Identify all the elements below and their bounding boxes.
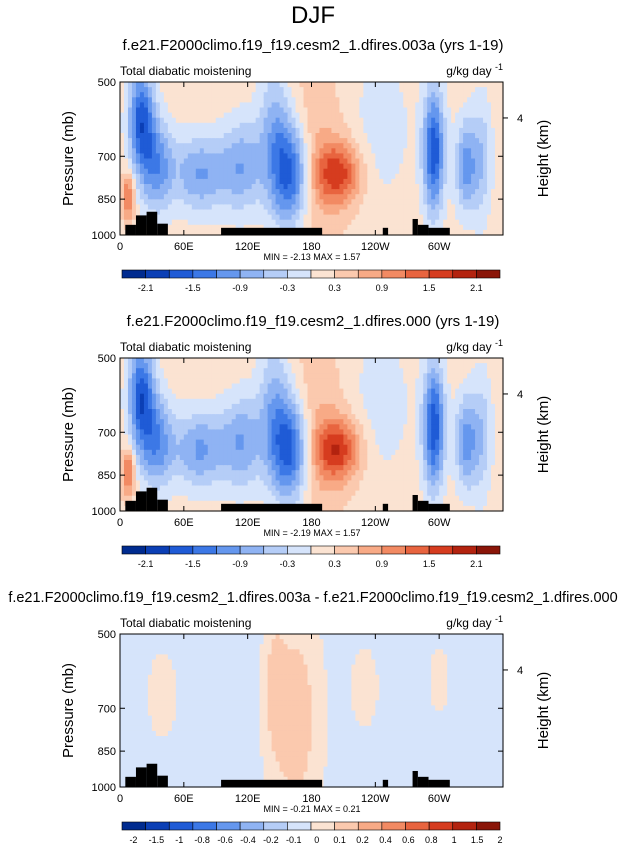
colorbar-label: 0.9 (376, 283, 389, 293)
colorbar-label: -1.5 (185, 559, 201, 569)
colorbar-label: 0.8 (425, 835, 438, 845)
units-label: g/kg day -1 (446, 614, 503, 630)
variable-label: Total diabatic moistening (120, 340, 251, 354)
colorbar: -2.1 -1.5 -0.9 -0.3 0.3 0.9 1.5 2.1 (122, 270, 500, 293)
colorbar-label: -0.1 (286, 835, 302, 845)
y-tick-label: 850 (98, 194, 116, 206)
min-max-label: MIN = -2.19 MAX = 1.57 (263, 528, 360, 538)
colorbar-label: 1.5 (471, 835, 484, 845)
colorbar-label: -2 (129, 835, 137, 845)
colorbar-label: -0.9 (232, 283, 248, 293)
x-tick-label: 0 (117, 241, 123, 253)
figure-title: DJF (0, 2, 626, 30)
x-tick-label: 120W (361, 517, 390, 529)
colorbar: -2 -1.5 -1 -0.8 -0.6 -0.4 -0.2 -0.1 0 0.1 0.2 0.4 0.… (122, 822, 503, 845)
x-tick-label: 120W (361, 793, 390, 805)
colorbar-label: -0.3 (280, 283, 296, 293)
panel-3: f.e21.F2000climo.f19_f19.cesm2_1.dfires.… (0, 582, 626, 851)
panel-title: f.e21.F2000climo.f19_f19.cesm2_1.dfires.… (8, 590, 617, 606)
colorbar-label: 2.1 (470, 283, 483, 293)
x-tick-label: 120E (235, 241, 261, 253)
x-tick-label: 0 (117, 793, 123, 805)
x-tick-label: 60E (174, 793, 194, 805)
contour-field (120, 82, 504, 236)
y-tick-label: 1000 (92, 782, 116, 794)
colorbar-label: 0.3 (328, 559, 341, 569)
colorbar-label: -1 (175, 835, 183, 845)
colorbar: -2.1 -1.5 -0.9 -0.3 0.3 0.9 1.5 2.1 (122, 546, 500, 569)
colorbar-label: -0.4 (240, 835, 256, 845)
x-tick-label: 120E (235, 793, 261, 805)
panel-1: f.e21.F2000climo.f19_f19.cesm2_1.dfires.… (0, 30, 626, 300)
x-tick-label: 120E (235, 517, 261, 529)
colorbar-label: 0.2 (356, 835, 369, 845)
panel-title: f.e21.F2000climo.f19_f19.cesm2_1.dfires.… (122, 37, 503, 54)
colorbar-label: -0.9 (232, 559, 248, 569)
y-tick-label: 850 (98, 746, 116, 758)
colorbar-label: 0.3 (328, 283, 341, 293)
y-tick-label: 850 (98, 470, 116, 482)
colorbar-label: -1.5 (149, 835, 165, 845)
variable-label: Total diabatic moistening (120, 616, 251, 630)
colorbar-label: 0 (314, 835, 319, 845)
x-tick-label: 120W (361, 241, 390, 253)
x-tick-label: 60W (428, 793, 451, 805)
y2-tick-label: 4 (517, 113, 523, 125)
x-tick-label: 60E (174, 241, 194, 253)
colorbar-label: 1 (452, 835, 457, 845)
colorbar-label: 1.5 (423, 283, 436, 293)
y-tick-label: 500 (98, 353, 116, 365)
units-label: g/kg day -1 (446, 338, 503, 354)
min-max-label: MIN = -0.21 MAX = 0.21 (263, 804, 360, 814)
y-tick-label: 1000 (92, 230, 116, 242)
x-tick-label: 0 (117, 517, 123, 529)
units-label: g/kg day -1 (446, 62, 503, 78)
colorbar-label: -0.2 (263, 835, 279, 845)
y-tick-label: 500 (98, 629, 116, 641)
y2-tick-label: 4 (517, 665, 523, 677)
variable-label: Total diabatic moistening (120, 64, 251, 78)
y2-tick-label: 4 (517, 389, 523, 401)
colorbar-label: 0.9 (376, 559, 389, 569)
chart-svg: f.e21.F2000climo.f19_f19.cesm2_1.dfires.… (0, 582, 626, 851)
colorbar-label: -2.1 (138, 283, 154, 293)
colorbar-label: -0.3 (280, 559, 296, 569)
colorbar-label: 0.6 (402, 835, 415, 845)
colorbar-label: -0.6 (217, 835, 233, 845)
y2-axis-label: Height (km) (535, 120, 552, 198)
colorbar-label: -1.5 (185, 283, 201, 293)
colorbar-label: 2.1 (470, 559, 483, 569)
panel-2: f.e21.F2000climo.f19_f19.cesm2_1.dfires.… (0, 306, 626, 576)
y-axis-label: Pressure (mb) (60, 387, 77, 482)
contour-field (120, 358, 504, 512)
colorbar-label: -2.1 (138, 559, 154, 569)
colorbar-label: 2 (497, 835, 502, 845)
panel-title: f.e21.F2000climo.f19_f19.cesm2_1.dfires.… (127, 313, 500, 330)
x-tick-label: 60E (174, 517, 194, 529)
x-tick-label: 60W (428, 241, 451, 253)
chart-svg: f.e21.F2000climo.f19_f19.cesm2_1.dfires.… (0, 30, 626, 300)
min-max-label: MIN = -2.13 MAX = 1.57 (263, 252, 360, 262)
y-axis-label: Pressure (mb) (60, 111, 77, 206)
y2-axis-label: Height (km) (535, 396, 552, 474)
y-tick-label: 700 (98, 151, 116, 163)
y-axis-label: Pressure (mb) (60, 663, 77, 758)
y-tick-label: 500 (98, 77, 116, 89)
colorbar-label: 0.1 (333, 835, 346, 845)
contour-field (120, 634, 504, 788)
colorbar-label: -0.8 (194, 835, 210, 845)
y-tick-label: 1000 (92, 506, 116, 518)
y2-axis-label: Height (km) (535, 672, 552, 750)
colorbar-label: 0.4 (379, 835, 392, 845)
chart-svg: f.e21.F2000climo.f19_f19.cesm2_1.dfires.… (0, 306, 626, 576)
y-tick-label: 700 (98, 703, 116, 715)
y-tick-label: 700 (98, 427, 116, 439)
colorbar-label: 1.5 (423, 559, 436, 569)
x-tick-label: 60W (428, 517, 451, 529)
